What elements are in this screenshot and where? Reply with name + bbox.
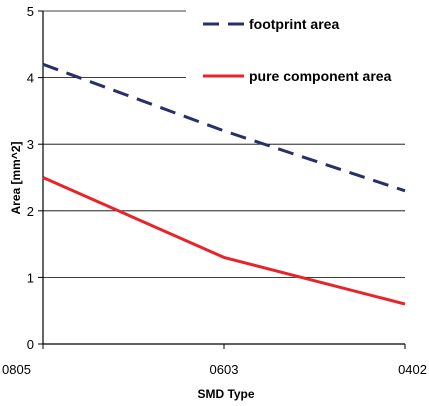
series-line-1 <box>42 62 406 193</box>
legend-background <box>186 2 429 110</box>
legend: footprint area pure component area <box>186 2 429 110</box>
x-tick-labels: 0805 0603 0402 <box>2 362 427 377</box>
x-axis-title: SMD Type <box>197 387 254 401</box>
y-tick-label: 4 <box>27 71 34 86</box>
y-tick-label: 3 <box>27 137 34 152</box>
y-tick-label: 1 <box>27 270 34 285</box>
series-lines <box>42 62 406 306</box>
legend-label-2: pure component area <box>249 68 392 84</box>
y-tick-label: 5 <box>27 4 34 19</box>
legend-label-1: footprint area <box>249 16 339 32</box>
x-tick-label: 0805 <box>2 362 31 377</box>
series-line-2 <box>42 176 406 306</box>
y-axis-title: Area [mm^2] <box>9 141 23 214</box>
y-tick-label: 2 <box>27 204 34 219</box>
y-tick-labels: 0 1 2 3 4 5 <box>27 4 34 352</box>
x-tick-label: 0402 <box>398 362 427 377</box>
y-tick-label: 0 <box>27 337 34 352</box>
x-tick-label: 0603 <box>210 362 239 377</box>
